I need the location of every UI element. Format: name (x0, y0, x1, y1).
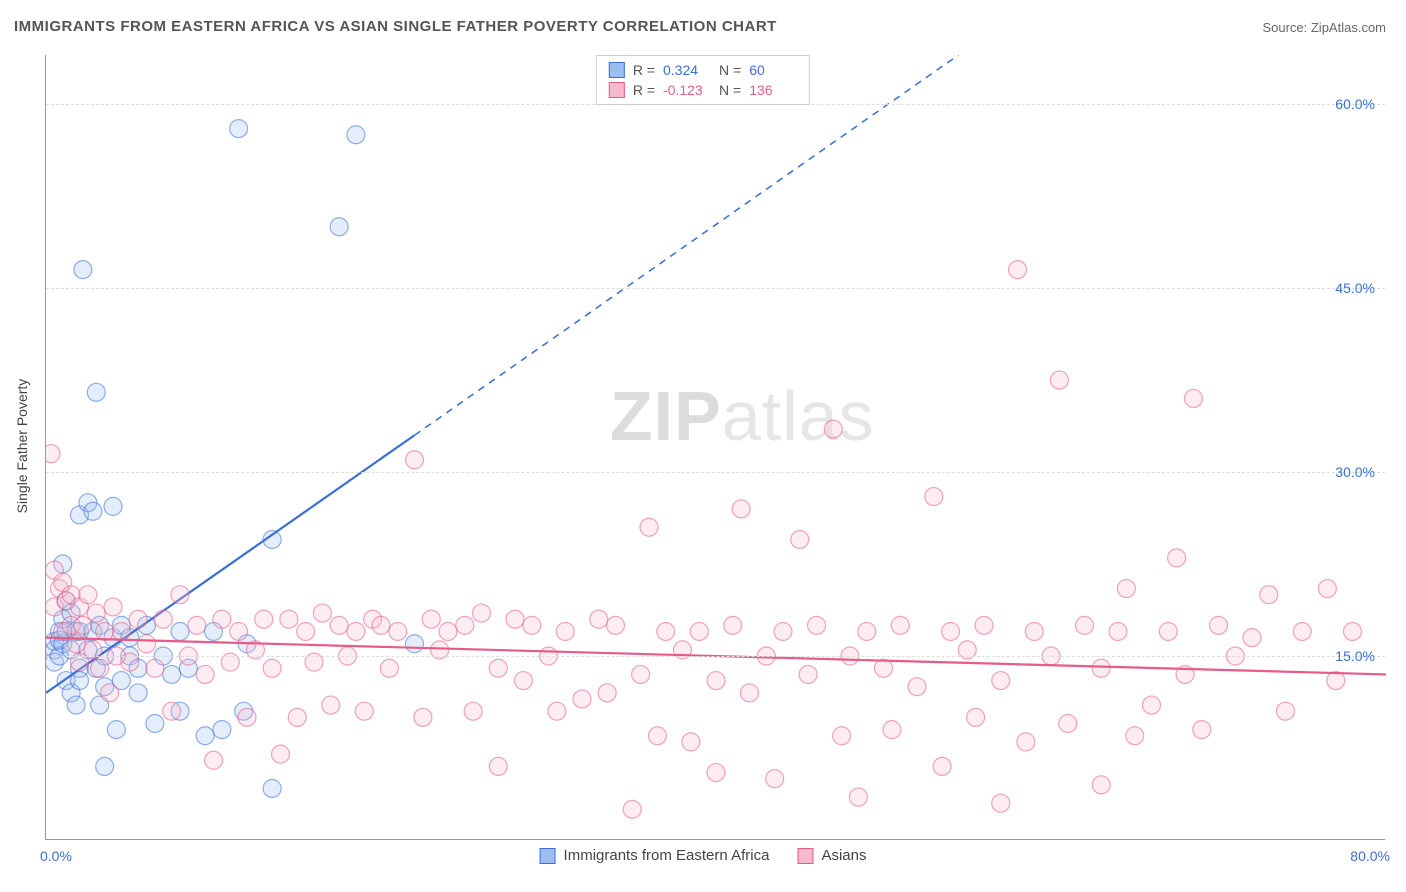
legend-swatch-bottom-0 (540, 848, 556, 864)
x-max-label: 80.0% (1350, 848, 1390, 864)
n-value-0: 60 (749, 60, 797, 80)
legend-label-1: Asians (821, 847, 866, 864)
scatter-svg (46, 55, 1386, 840)
legend-label-0: Immigrants from Eastern Africa (564, 847, 770, 864)
n-label: N = (719, 80, 741, 100)
source-attribution: Source: ZipAtlas.com (1262, 20, 1386, 35)
legend-swatch-bottom-1 (797, 848, 813, 864)
y-tick-label: 30.0% (1335, 464, 1375, 480)
y-tick-label: 45.0% (1335, 280, 1375, 296)
legend-row-series-0: R = 0.324 N = 60 (609, 60, 797, 80)
legend-swatch-series-1 (609, 82, 625, 98)
n-value-1: 136 (749, 80, 797, 100)
y-tick-label: 15.0% (1335, 648, 1375, 664)
series-legend: Immigrants from Eastern Africa Asians (540, 847, 867, 864)
plot-area: ZIPatlas 15.0%30.0%45.0%60.0% (45, 55, 1385, 840)
legend-item-series-0: Immigrants from Eastern Africa (540, 847, 770, 864)
legend-item-series-1: Asians (797, 847, 866, 864)
n-label: N = (719, 60, 741, 80)
r-label: R = (633, 80, 655, 100)
x-origin-label: 0.0% (40, 848, 72, 864)
y-axis-title: Single Father Poverty (14, 379, 30, 514)
correlation-legend: R = 0.324 N = 60 R = -0.123 N = 136 (596, 55, 810, 105)
r-value-1: -0.123 (663, 80, 711, 100)
r-label: R = (633, 60, 655, 80)
legend-swatch-series-0 (609, 62, 625, 78)
chart-title: IMMIGRANTS FROM EASTERN AFRICA VS ASIAN … (14, 18, 777, 35)
y-tick-label: 60.0% (1335, 96, 1375, 112)
r-value-0: 0.324 (663, 60, 711, 80)
legend-row-series-1: R = -0.123 N = 136 (609, 80, 797, 100)
